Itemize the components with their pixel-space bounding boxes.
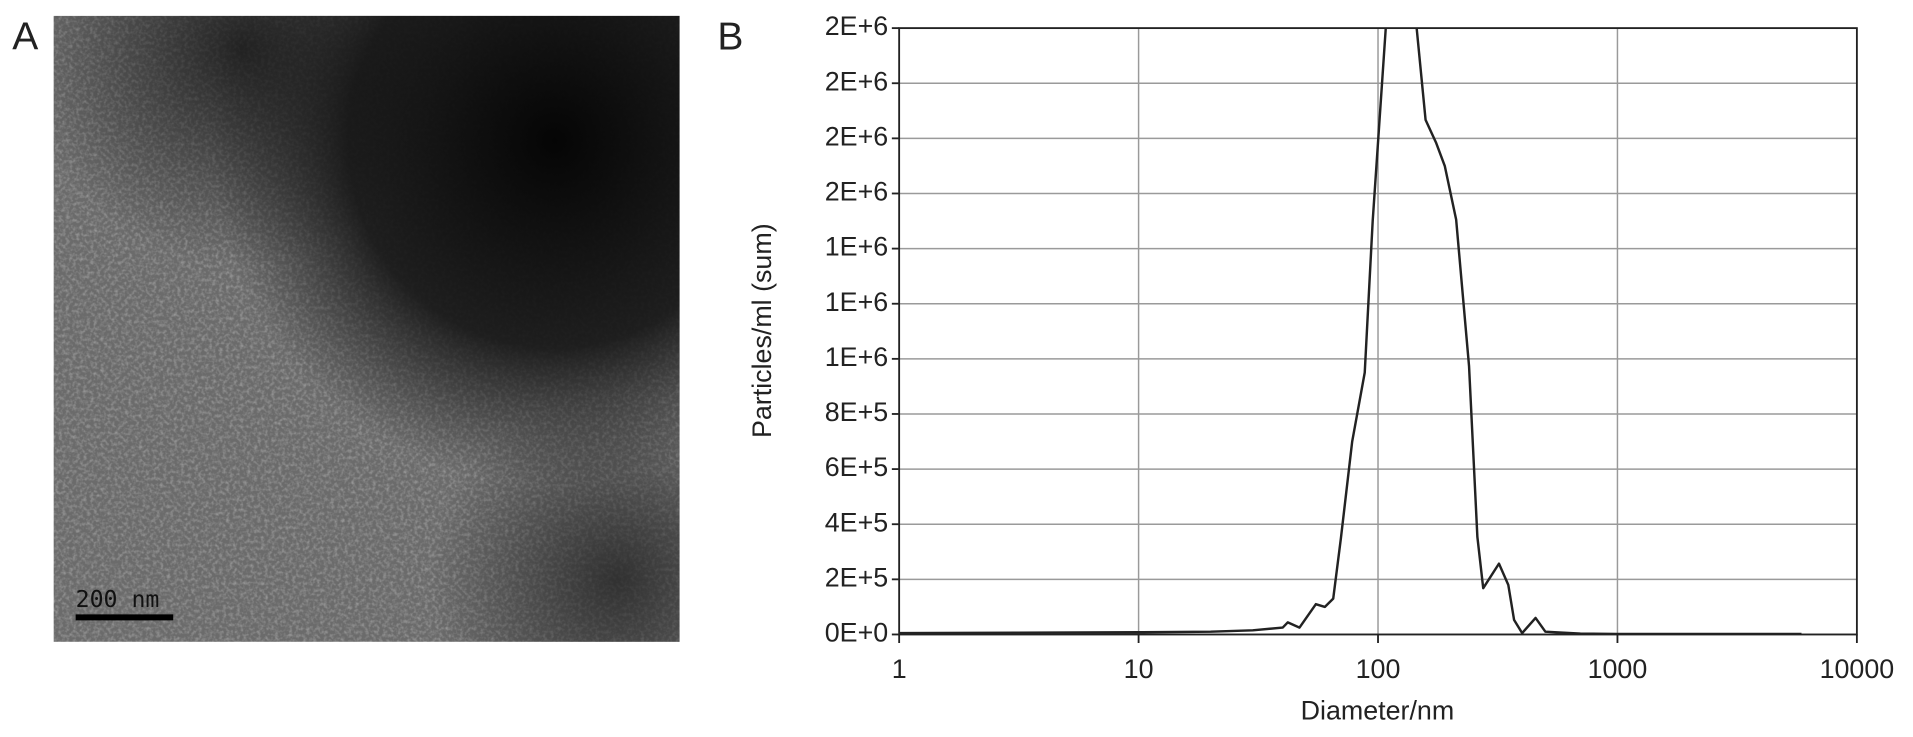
- panel-label: B: [717, 15, 743, 58]
- y-tick-label: 1E+6: [825, 232, 888, 262]
- panel-label: A: [12, 15, 38, 58]
- x-tick-label: 10000: [1820, 654, 1895, 684]
- plot-frame: [898, 27, 1858, 636]
- y-tick-label: 2E+6: [825, 11, 888, 41]
- x-tick-label: 1: [892, 654, 907, 684]
- plot: 0E+0 2E+5 4E+5 6E+5 8E+5 1E+6 1E+6 1E+6 2E+6 2E+6…: [825, 11, 1895, 684]
- y-tick-label: 4E+5: [825, 507, 888, 537]
- x-tick-label: 1000: [1588, 654, 1648, 684]
- y-tick-label: 6E+5: [825, 452, 888, 482]
- x-axis-title: Diameter/nm: [1301, 696, 1455, 726]
- scale-bar-label: 200 nm: [76, 586, 160, 613]
- x-tick-label: 10: [1124, 654, 1154, 684]
- micrograph: 200 nm: [53, 15, 680, 642]
- y-tick-label: 2E+6: [825, 121, 888, 151]
- x-tick-label: 100: [1356, 654, 1401, 684]
- y-tick-label: 0E+0: [825, 618, 888, 648]
- y-tick-label: 2E+6: [825, 66, 888, 96]
- y-axis-title: Particles/ml (sum): [747, 223, 777, 438]
- y-tick-label: 2E+6: [825, 177, 888, 207]
- y-tick-label: 2E+5: [825, 562, 888, 592]
- data-line: [899, 28, 1802, 635]
- y-tick-label: 1E+6: [825, 287, 888, 317]
- y-tick-label: 1E+6: [825, 342, 888, 372]
- y-tick-label: 8E+5: [825, 397, 888, 427]
